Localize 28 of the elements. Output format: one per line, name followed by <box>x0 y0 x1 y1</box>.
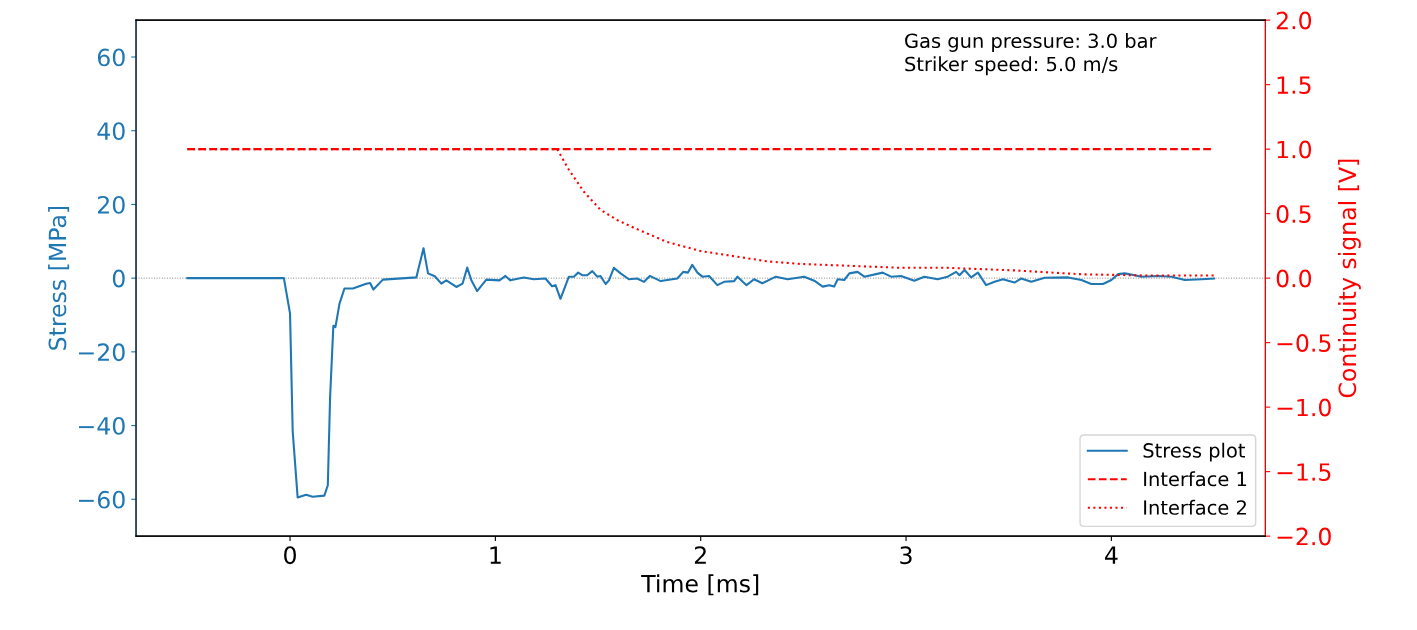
y-tick-label: 40 <box>97 122 125 141</box>
y2-tick-label: −0.5 <box>1277 334 1331 352</box>
x-tick-label: 2 <box>694 546 706 564</box>
y-tick-label: −40 <box>78 417 125 435</box>
y-axis-title: Stress [MPa] <box>48 206 70 350</box>
y-tick-label: −60 <box>78 490 125 509</box>
y2-axis-title: Continuity signal [V] <box>1337 159 1361 398</box>
y2-tick-label: −2.0 <box>1277 527 1331 546</box>
legend-label: Interface 1 <box>1144 471 1247 487</box>
y2-tick-label: −1.0 <box>1277 398 1331 417</box>
legend-label: Stress plot <box>1143 442 1245 462</box>
annotation: Gas gun pressure: 3.0 bar Striker speed: 5.0 m/s <box>905 33 1157 76</box>
y-tick-label: −20 <box>78 343 125 362</box>
y2-tick-label: 2.0 <box>1276 11 1312 30</box>
y2-tick-label: 0.5 <box>1276 205 1311 223</box>
y2-tick-label: 1.0 <box>1277 140 1312 159</box>
y-tick-label: 60 <box>97 48 125 67</box>
y2-tick-label: 0.0 <box>1276 269 1312 288</box>
y-tick-label: 0 <box>112 269 125 288</box>
y2-tick-label: 1.5 <box>1277 76 1311 94</box>
y2-tick-label: −1.5 <box>1277 463 1331 481</box>
y-tick-label: 20 <box>97 195 125 214</box>
x-axis-title: Time [ms] <box>641 574 759 596</box>
legend-label: Interface 2 <box>1144 499 1246 515</box>
x-tick-label: 0 <box>284 546 296 565</box>
x-tick-label: 3 <box>900 546 912 565</box>
x-tick-label: 4 <box>1105 546 1118 564</box>
x-tick-label: 1 <box>490 546 501 564</box>
